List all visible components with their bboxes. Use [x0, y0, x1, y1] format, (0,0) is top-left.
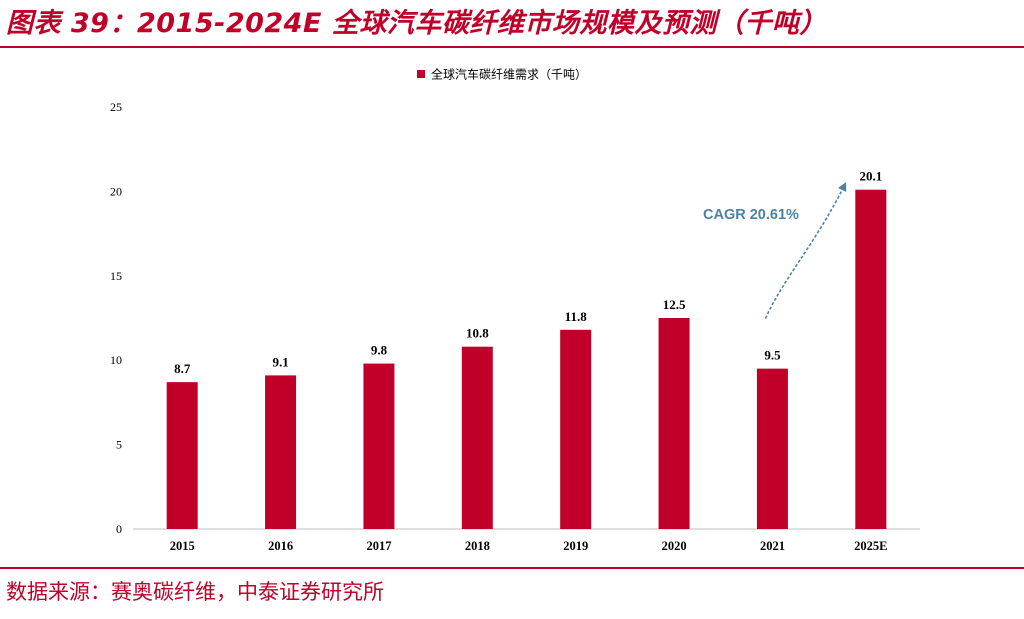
- x-tick-label: 2018: [465, 539, 490, 553]
- data-label: 8.7: [174, 361, 191, 376]
- data-label: 12.5: [663, 297, 686, 312]
- y-tick-label: 20: [110, 184, 122, 198]
- data-label: 20.1: [859, 169, 882, 184]
- legend-swatch: [417, 70, 425, 78]
- data-label: 9.1: [272, 354, 288, 369]
- data-label: 11.8: [565, 309, 588, 324]
- x-tick-label: 2020: [662, 539, 687, 553]
- footer-divider: [0, 567, 1024, 569]
- legend-label: 全球汽车碳纤维需求（千吨）: [431, 67, 587, 82]
- bar: [855, 189, 887, 529]
- x-tick-label: 2021: [760, 539, 785, 553]
- y-axis: 0 5 10 15 20 25: [110, 100, 122, 536]
- bar: [560, 329, 592, 529]
- data-label: 9.8: [371, 343, 388, 358]
- bar: [461, 346, 493, 529]
- x-tick-label: 2017: [366, 539, 391, 553]
- x-tick-label: 2016: [268, 539, 293, 553]
- y-tick-label: 0: [116, 522, 122, 536]
- data-label: 9.5: [764, 348, 781, 363]
- bar: [265, 375, 297, 529]
- y-tick-label: 25: [110, 100, 122, 114]
- y-tick-label: 5: [116, 438, 122, 452]
- cagr-annotation: CAGR 20.61%: [703, 181, 847, 319]
- x-axis: 2015 2016 2017 2018 2019 2020 2021 2025E: [170, 539, 888, 553]
- chart-legend: 全球汽车碳纤维需求（千吨）: [417, 67, 587, 82]
- cagr-arrow: [764, 181, 847, 319]
- cagr-label: CAGR 20.61%: [703, 207, 799, 223]
- bar: [363, 363, 395, 529]
- bar: [756, 368, 788, 529]
- title-divider: [0, 46, 1024, 48]
- page-title: 图表 39：2015-2024E 全球汽车碳纤维市场规模及预测（千吨）: [6, 8, 827, 39]
- y-tick-label: 15: [110, 269, 122, 283]
- y-tick-label: 10: [110, 353, 122, 367]
- bar: [166, 382, 198, 529]
- bar-series: 8.7 9.1 9.8 10.8 11.8 12.5 9.5 20.1: [166, 169, 887, 529]
- x-tick-label: 2025E: [854, 539, 887, 553]
- source-note: 数据来源：赛奥碳纤维，中泰证券研究所: [6, 580, 384, 604]
- bar: [658, 318, 690, 529]
- x-tick-label: 2015: [170, 539, 195, 553]
- data-label: 10.8: [466, 326, 489, 341]
- x-tick-label: 2019: [563, 539, 588, 553]
